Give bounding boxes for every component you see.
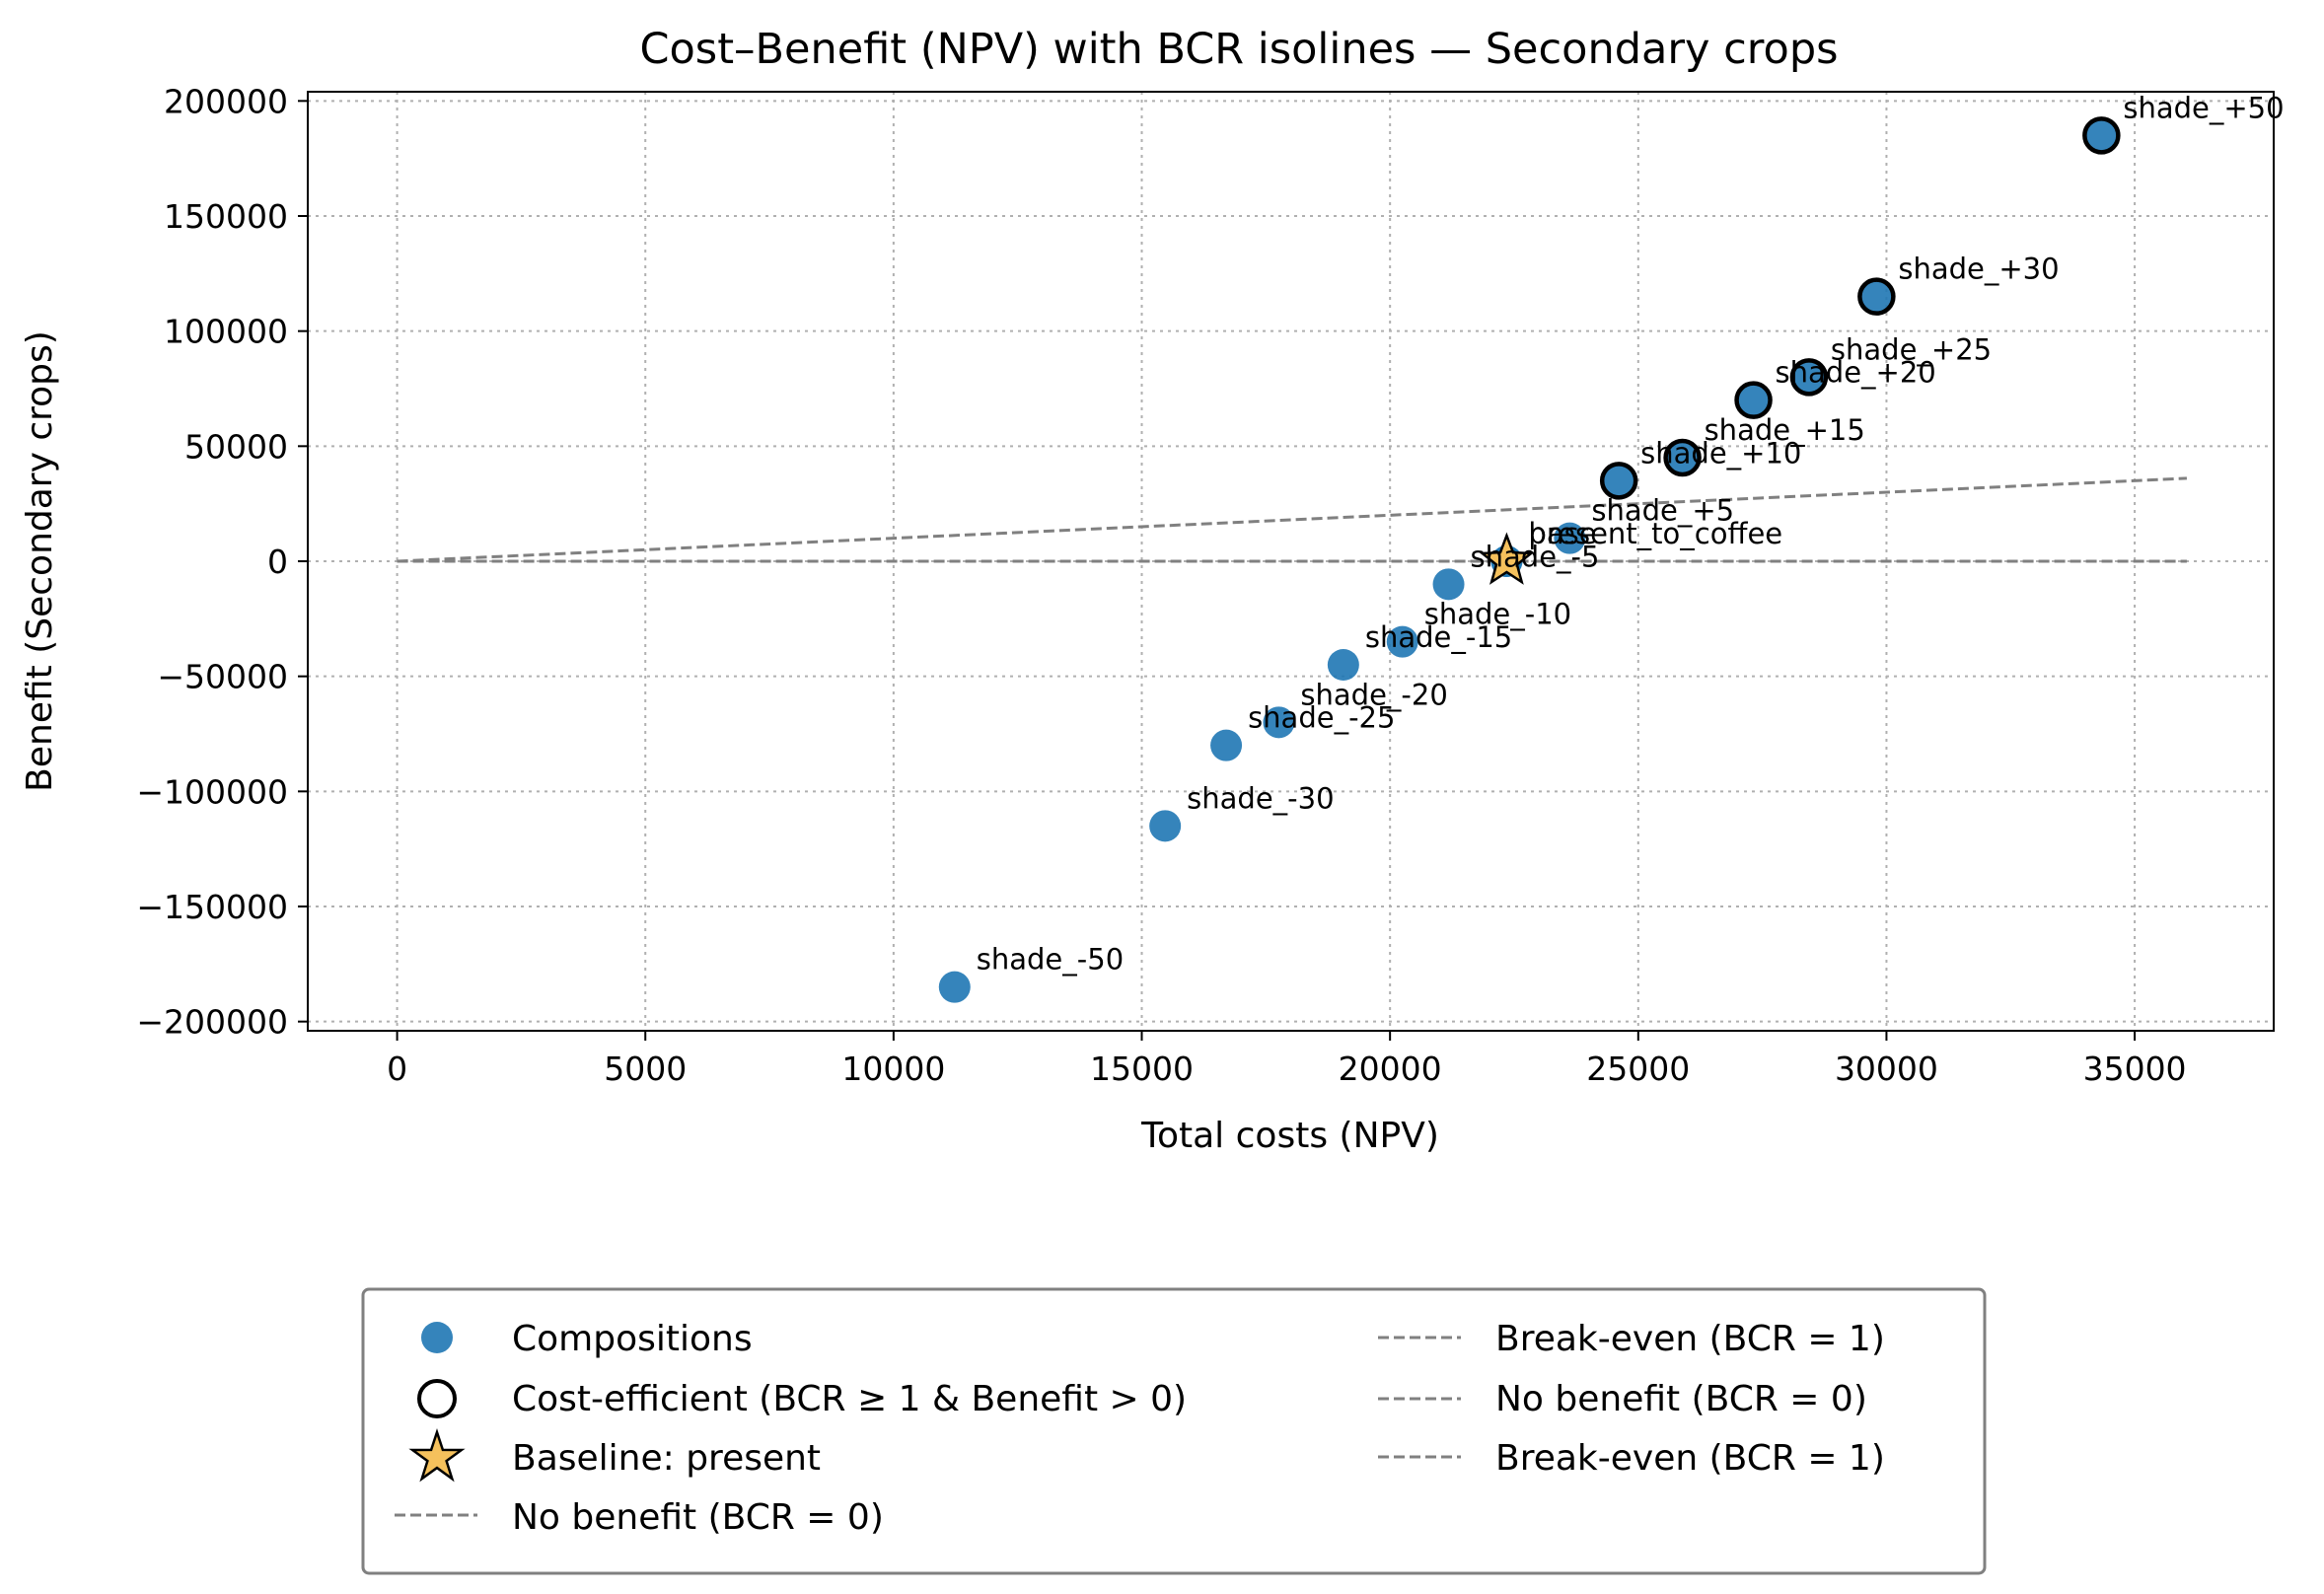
x-tick-label: 20000 (1339, 1050, 1442, 1088)
y-axis-label: Benefit (Secondary crops) (20, 330, 60, 792)
y-tick-label: 200000 (164, 82, 288, 120)
chart-title: Cost–Benefit (NPV) with BCR isolines — S… (639, 25, 1838, 74)
y-axis: −200000 −150000 −100000 −50000 0 50000 100000 1… (136, 82, 308, 1041)
y-tick-label: −50000 (157, 658, 288, 696)
point-label: shade_+15 (1705, 413, 1865, 447)
y-tick-label: −200000 (136, 1003, 288, 1042)
y-tick-label: −150000 (136, 888, 288, 926)
point-label: shade_+30 (1898, 253, 2059, 286)
x-tick-label: 10000 (841, 1050, 945, 1088)
legend-label-compositions: Compositions (512, 1319, 753, 1359)
composition-point (1433, 568, 1465, 600)
x-tick-label: 25000 (1586, 1050, 1690, 1088)
point-label: shade_+50 (2123, 91, 2284, 124)
composition-point (939, 972, 971, 1003)
y-tick-label: 150000 (164, 197, 288, 236)
point-label: shade_-50 (977, 943, 1124, 977)
point-label: base (1528, 517, 1596, 550)
legend-marker-compositions (421, 1322, 453, 1353)
isoline (398, 478, 2187, 561)
point-label: shade_-30 (1187, 781, 1334, 815)
point-labels: shade_-50shade_-30shade_-25shade_-20shad… (977, 91, 2285, 976)
legend-label-no-benefit: No benefit (BCR = 0) (512, 1497, 884, 1538)
legend-label-cost-efficient: Cost-efficient (BCR ≥ 1 & Benefit > 0) (512, 1379, 1187, 1419)
legend: Compositions Cost-efficient (BCR ≥ 1 & B… (363, 1289, 1985, 1573)
composition-point (1149, 810, 1181, 841)
x-axis: 0 5000 10000 15000 20000 25000 30000 35000 (387, 1031, 2186, 1088)
x-tick-label: 15000 (1090, 1050, 1194, 1088)
composition-point (1210, 730, 1242, 761)
legend-label-no-benefit-2: No benefit (BCR = 0) (1495, 1379, 1867, 1419)
composition-point (1328, 649, 1359, 681)
y-tick-label: 100000 (164, 313, 288, 351)
legend-label-break-even-2: Break-even (BCR = 1) (1495, 1438, 1885, 1479)
x-tick-label: 0 (387, 1050, 407, 1088)
y-tick-label: −100000 (136, 772, 288, 811)
point-label: shade_+25 (1831, 332, 1992, 366)
y-tick-label: 0 (267, 543, 288, 581)
isolines (398, 478, 2187, 561)
y-tick-label: 50000 (184, 427, 288, 466)
legend-label-break-even: Break-even (BCR = 1) (1495, 1319, 1885, 1359)
legend-label-baseline: Baseline: present (512, 1438, 821, 1479)
point-label: shade_-10 (1424, 598, 1571, 631)
x-tick-label: 35000 (2083, 1050, 2187, 1088)
x-tick-label: 30000 (1835, 1050, 1938, 1088)
x-axis-label: Total costs (NPV) (1140, 1116, 1439, 1156)
x-tick-label: 5000 (604, 1050, 687, 1088)
point-label: shade_-20 (1300, 678, 1447, 711)
